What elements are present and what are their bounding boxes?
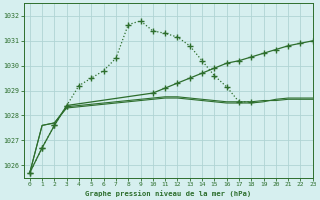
X-axis label: Graphe pression niveau de la mer (hPa): Graphe pression niveau de la mer (hPa): [85, 190, 251, 197]
